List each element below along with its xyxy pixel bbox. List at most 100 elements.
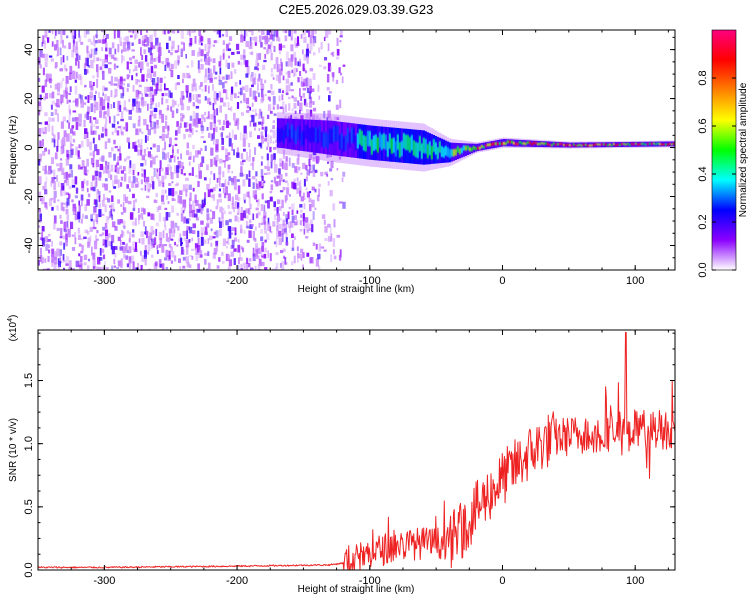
spectrogram-noise-cell: [120, 81, 123, 86]
spectrogram-noise-cell: [261, 30, 265, 35]
spectrogram-noise-cell: [62, 185, 65, 190]
spectrogram-noise-cell: [321, 214, 326, 219]
spectrogram-noise-cell: [120, 170, 124, 174]
spectrogram-noise-layer: [38, 30, 346, 270]
spectrogram-signal-core: [654, 143, 658, 146]
spectrogram-noise-cell: [107, 161, 110, 170]
spectrogram-noise-cell: [206, 164, 209, 171]
spectrogram-noise-cell: [102, 35, 105, 40]
spectrogram-noise-cell: [65, 91, 68, 99]
spectrogram-noise-cell: [275, 263, 279, 269]
spectrogram-noise-cell: [255, 90, 258, 94]
spectrogram-noise-cell: [155, 155, 158, 158]
spectrogram-noise-cell: [282, 267, 285, 270]
spectrogram-noise-cell: [291, 108, 294, 112]
spectrogram-noise-cell: [191, 128, 194, 135]
spectrogram-noise-cell: [229, 122, 231, 126]
spectrogram-noise-cell: [189, 30, 191, 37]
spectrogram-noise-cell: [132, 30, 135, 34]
spectrogram-noise-cell: [309, 68, 314, 72]
spectrogram-noise-cell: [56, 248, 60, 257]
spectrogram-noise-cell: [94, 144, 98, 152]
spectrogram-signal-core: [546, 143, 550, 146]
spectrogram-noise-cell: [194, 243, 199, 250]
spectrogram-noise-cell: [269, 146, 272, 153]
spectrogram-signal-core: [522, 142, 526, 145]
y-tick-label: 0: [23, 144, 35, 150]
spectrogram-noise-cell: [89, 235, 92, 243]
spectrogram-noise-cell: [222, 40, 225, 45]
spectrogram-noise-cell: [159, 168, 161, 176]
spectrogram-noise-cell: [240, 263, 243, 270]
spectrogram-signal-core: [404, 134, 408, 150]
spectrogram-noise-cell: [65, 225, 69, 235]
spectrogram-noise-cell: [329, 190, 333, 197]
spectrogram-noise-cell: [282, 45, 286, 48]
spectrogram-noise-cell: [210, 147, 214, 156]
spectrogram-noise-cell: [183, 122, 187, 128]
spectrogram-noise-cell: [161, 113, 165, 123]
spectrogram-noise-cell: [267, 141, 270, 147]
spectrogram-noise-cell: [225, 135, 229, 138]
spectrogram-signal-core: [378, 132, 382, 148]
spectrogram-noise-cell: [66, 214, 70, 221]
spectrogram-noise-cell: [126, 156, 130, 160]
spectrogram-noise-cell: [149, 47, 152, 56]
spectrogram-signal-core: [376, 137, 380, 153]
spectrogram-noise-cell: [38, 191, 42, 199]
spectrogram-noise-cell: [258, 142, 262, 147]
spectrogram-noise-cell: [257, 198, 260, 207]
spectrogram-noise-cell: [140, 265, 143, 270]
spectrogram-noise-cell: [117, 30, 121, 38]
spectrogram-noise-cell: [194, 30, 196, 33]
spectrogram-noise-cell: [104, 261, 106, 268]
spectrogram-noise-cell: [129, 231, 132, 240]
spectrogram-noise-cell: [71, 144, 74, 147]
spectrogram-noise-cell: [62, 254, 65, 261]
spectrogram-noise-cell: [128, 98, 131, 103]
spectrogram-noise-cell: [177, 75, 180, 79]
spectrogram-noise-cell: [195, 150, 199, 158]
spectrogram-noise-cell: [218, 177, 221, 187]
spectrogram-noise-cell: [318, 118, 321, 121]
spectrogram-noise-cell: [51, 100, 55, 105]
spectrogram-noise-cell: [216, 265, 220, 269]
spectrogram-noise-cell: [261, 246, 264, 252]
y-tick-label: 1.0: [23, 436, 35, 451]
spectrogram-noise-cell: [117, 126, 121, 129]
spectrogram-noise-cell: [75, 57, 78, 66]
spectrogram-noise-cell: [169, 232, 172, 240]
spectrogram-noise-cell: [243, 98, 247, 104]
spectrogram-noise-cell: [86, 230, 90, 235]
spectrogram-noise-cell: [51, 259, 53, 267]
spectrogram-noise-cell: [233, 248, 237, 252]
spectrogram-noise-cell: [134, 249, 138, 252]
spectrogram-noise-cell: [59, 68, 63, 72]
spectrogram-noise-cell: [143, 174, 146, 183]
spectrogram-noise-cell: [194, 83, 197, 91]
spectrogram-noise-cell: [270, 161, 273, 169]
spectrogram-noise-cell: [155, 222, 159, 227]
spectrogram-signal-core: [586, 144, 590, 147]
spectrogram-noise-cell: [44, 79, 48, 88]
spectrogram-noise-cell: [54, 30, 57, 36]
spectrogram-noise-cell: [53, 262, 57, 270]
spectrogram-noise-cell: [65, 158, 69, 166]
spectrogram-noise-cell: [108, 54, 111, 57]
spectrogram-noise-cell: [278, 63, 283, 72]
spectrogram-noise-cell: [135, 177, 138, 183]
spectrogram-noise-cell: [164, 64, 167, 71]
spectrogram-noise-cell: [164, 141, 166, 150]
spectrogram-noise-cell: [332, 249, 335, 255]
spectrogram-noise-cell: [38, 101, 42, 107]
spectrogram-noise-cell: [260, 169, 264, 178]
spectrogram-noise-cell: [71, 178, 75, 187]
spectrogram-noise-cell: [149, 34, 153, 44]
spectrogram-noise-cell: [194, 123, 199, 128]
spectrogram-noise-cell: [101, 65, 104, 74]
spectrogram-noise-cell: [303, 36, 307, 43]
spectrogram-signal-core: [430, 146, 434, 160]
spectrogram-noise-cell: [248, 230, 252, 238]
spectrogram-noise-cell: [323, 111, 326, 119]
spectrogram-noise-cell: [95, 125, 99, 129]
